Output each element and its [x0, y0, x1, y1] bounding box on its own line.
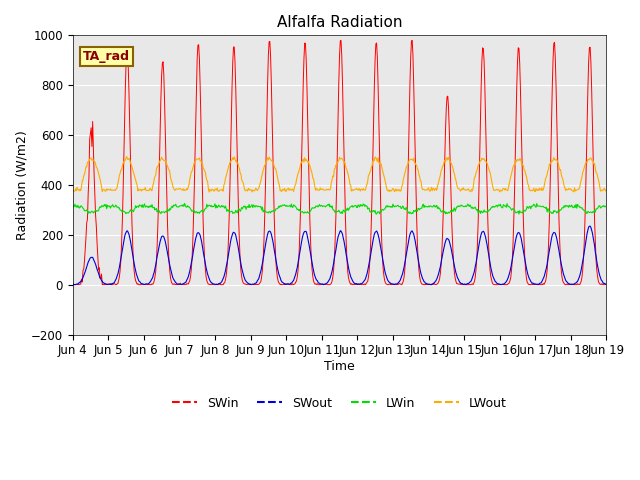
SWout — [384, 277, 392, 283]
LWout — [603, 187, 611, 192]
LWout — [205, 189, 213, 195]
LWout — [333, 162, 340, 168]
LWin — [437, 209, 445, 215]
Y-axis label: Radiation (W/m2): Radiation (W/m2) — [15, 130, 28, 240]
LWin — [332, 208, 340, 214]
SWout — [187, 264, 195, 270]
SWout — [210, 281, 218, 287]
Line: SWout: SWout — [72, 226, 607, 285]
LWout — [123, 154, 131, 159]
LWin — [385, 204, 392, 210]
SWout — [68, 282, 76, 288]
LWin — [372, 211, 380, 217]
SWout — [554, 243, 562, 249]
Line: LWout: LWout — [72, 156, 607, 192]
Text: TA_rad: TA_rad — [83, 50, 131, 63]
SWout — [436, 264, 444, 270]
SWin — [384, 282, 392, 288]
Line: SWin: SWin — [72, 40, 607, 285]
SWin — [68, 281, 76, 287]
SWout — [332, 247, 340, 253]
SWout — [586, 223, 594, 229]
SWin — [332, 216, 340, 222]
SWout — [70, 282, 78, 288]
SWin — [437, 262, 445, 268]
Line: LWin: LWin — [72, 204, 607, 214]
SWin — [555, 217, 563, 223]
SWin — [408, 37, 416, 43]
SWin — [603, 282, 611, 288]
LWout — [555, 164, 563, 170]
SWout — [603, 281, 611, 287]
LWout — [211, 188, 218, 194]
LWin — [555, 209, 563, 215]
SWin — [210, 281, 218, 287]
LWin — [603, 204, 611, 210]
LWout — [68, 189, 76, 194]
LWin — [180, 201, 188, 206]
X-axis label: Time: Time — [324, 360, 355, 373]
LWout — [385, 187, 392, 193]
LWin — [68, 204, 76, 210]
LWin — [187, 206, 195, 212]
LWout — [187, 173, 195, 179]
SWin — [187, 274, 195, 279]
Title: Alfalfa Radiation: Alfalfa Radiation — [276, 15, 403, 30]
LWout — [437, 168, 445, 174]
LWin — [210, 204, 218, 209]
Legend: SWin, SWout, LWin, LWout: SWin, SWout, LWin, LWout — [167, 392, 512, 415]
SWin — [70, 282, 77, 288]
